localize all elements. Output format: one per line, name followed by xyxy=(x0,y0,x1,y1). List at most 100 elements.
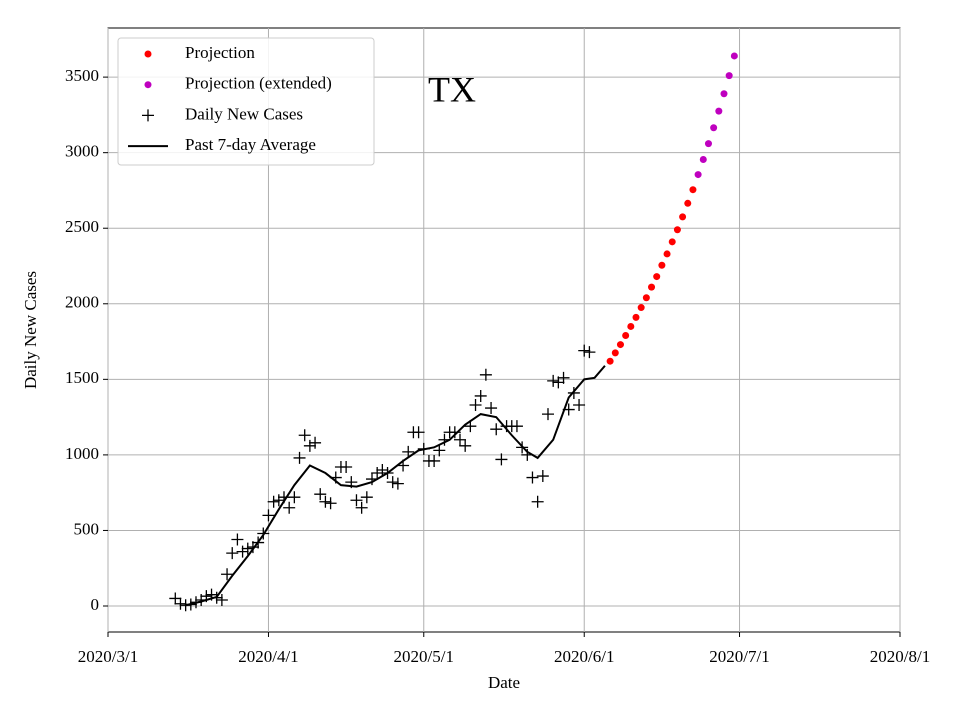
case-marker xyxy=(428,454,441,467)
projection-dot xyxy=(606,357,614,365)
projection-dot xyxy=(710,124,718,132)
case-marker xyxy=(350,494,363,507)
case-marker xyxy=(324,497,337,510)
y-tick-label: 1000 xyxy=(65,444,99,463)
y-tick-label: 0 xyxy=(91,595,100,614)
x-axis-label: Date xyxy=(488,673,520,692)
case-marker xyxy=(272,494,285,507)
case-marker xyxy=(241,542,254,555)
projection-dot xyxy=(627,322,635,330)
case-marker xyxy=(526,471,539,484)
projection-dot xyxy=(673,226,681,234)
projection-dot xyxy=(637,304,645,312)
y-tick-label: 3500 xyxy=(65,66,99,85)
projection-dot xyxy=(648,283,656,291)
case-marker xyxy=(536,470,549,483)
legend-marker xyxy=(144,81,152,89)
case-marker xyxy=(169,592,182,605)
case-marker xyxy=(454,433,466,446)
projection-dot xyxy=(730,52,738,60)
case-marker xyxy=(495,453,508,466)
x-tick-label: 2020/8/1 xyxy=(870,647,930,666)
projection-dot xyxy=(642,294,650,302)
projection-dot xyxy=(684,199,692,207)
legend-label: Projection xyxy=(185,43,255,62)
case-marker xyxy=(402,445,415,458)
y-tick-label: 500 xyxy=(74,519,100,538)
case-marker xyxy=(221,568,234,581)
average-line xyxy=(185,365,606,607)
projection-dot xyxy=(715,107,723,115)
x-tick-label: 2020/4/1 xyxy=(238,647,298,666)
y-tick-label: 3000 xyxy=(65,142,99,161)
x-tick-label: 2020/7/1 xyxy=(709,647,769,666)
case-marker xyxy=(573,399,586,412)
case-marker xyxy=(319,495,332,508)
projection-dot xyxy=(658,261,666,269)
case-marker xyxy=(267,495,280,508)
case-marker xyxy=(360,491,373,504)
case-marker xyxy=(578,344,591,357)
projection-dot xyxy=(704,140,712,148)
case-marker xyxy=(288,491,301,504)
case-marker xyxy=(391,477,404,490)
projection-dot xyxy=(663,250,671,258)
y-tick-label: 1500 xyxy=(65,368,99,387)
projection-dot xyxy=(679,213,687,221)
y-tick-label: 2500 xyxy=(65,217,99,236)
case-marker xyxy=(309,436,322,449)
legend-label: Daily New Cases xyxy=(185,104,303,123)
case-marker xyxy=(474,389,487,402)
case-marker xyxy=(314,488,327,501)
legend-marker xyxy=(142,109,154,122)
case-marker xyxy=(485,402,498,415)
case-marker xyxy=(531,495,544,508)
x-tick-label: 2020/6/1 xyxy=(554,647,614,666)
case-marker xyxy=(386,476,399,489)
legend-box xyxy=(117,37,375,166)
case-marker xyxy=(376,464,389,477)
case-marker xyxy=(557,371,570,384)
legend: Projection Projection (extended) Daily New… xyxy=(117,37,375,166)
projection-dot xyxy=(616,341,624,349)
case-marker xyxy=(293,451,306,464)
projection-dot xyxy=(694,171,702,179)
case-marker xyxy=(433,444,446,457)
y-tick-label: 2000 xyxy=(65,293,99,312)
case-marker xyxy=(490,423,503,436)
legend-label: Projection (extended) xyxy=(185,74,332,93)
x-tick-label: 2020/3/1 xyxy=(78,647,138,666)
projection-dot xyxy=(699,155,707,163)
case-marker xyxy=(298,429,311,442)
projection-dot xyxy=(725,72,733,80)
y-axis-label: Daily New Cases xyxy=(21,271,40,389)
case-marker xyxy=(226,547,239,560)
annotation: TX xyxy=(428,69,476,109)
case-marker xyxy=(262,509,275,522)
projection-dot xyxy=(668,238,676,246)
case-marker xyxy=(174,597,187,610)
case-marker xyxy=(479,368,492,381)
case-marker xyxy=(469,399,482,412)
projection-dot xyxy=(622,332,630,340)
case-marker xyxy=(355,501,368,514)
case-marker xyxy=(283,501,296,514)
legend-label: Past 7-day Average xyxy=(185,135,316,154)
case-marker xyxy=(236,545,249,558)
case-marker xyxy=(340,460,353,473)
case-marker xyxy=(547,374,560,387)
case-marker xyxy=(412,426,425,439)
projection-dot xyxy=(653,273,661,281)
case-marker xyxy=(371,467,384,480)
x-tick-label: 2020/5/1 xyxy=(394,647,454,666)
projection-dot xyxy=(611,349,619,357)
case-marker xyxy=(583,346,596,359)
case-marker xyxy=(459,439,472,452)
case-marker xyxy=(215,593,228,606)
case-marker xyxy=(303,439,316,452)
projection-dot xyxy=(689,186,697,194)
case-marker xyxy=(231,533,244,546)
legend-marker xyxy=(144,50,152,58)
case-marker xyxy=(510,420,523,433)
